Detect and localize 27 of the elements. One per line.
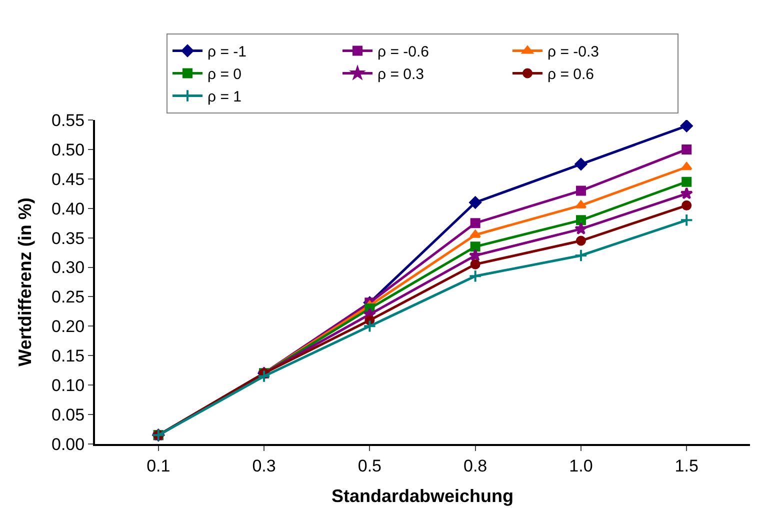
y-axis-title: Wertdifferenz (in %) (15, 198, 36, 366)
y-tick-label: 0.05 (52, 406, 85, 424)
y-tick-label: 0.35 (52, 228, 85, 248)
legend-label: ρ = 0 (208, 66, 242, 84)
y-tick-label: 0.40 (52, 199, 85, 218)
legend-label: ρ = 0.6 (548, 66, 594, 84)
y-tick-label: 0.50 (52, 140, 85, 160)
x-axis-title: Standardabweichung (331, 486, 514, 506)
y-tick-label: 0.30 (52, 258, 85, 278)
y-tick-label: 0.55 (52, 110, 85, 130)
y-tick-label: 0.25 (52, 288, 85, 307)
x-tick-label: 0.5 (358, 456, 382, 476)
y-tick-label: 0.20 (52, 317, 85, 336)
x-tick-label: 0.3 (252, 456, 276, 476)
legend-label: ρ = 1 (208, 88, 242, 106)
x-tick-label: 1.5 (674, 456, 698, 476)
y-tick-label: 0.45 (52, 170, 85, 189)
x-tick-label: 1.0 (569, 456, 593, 476)
y-tick-label: 0.00 (52, 434, 85, 454)
y-tick-label: 0.15 (52, 346, 85, 366)
legend-label: ρ = -1 (208, 44, 246, 61)
legend-label: ρ = -0.6 (378, 44, 429, 61)
legend-label: ρ = 0.3 (378, 66, 424, 84)
y-tick-label: 0.10 (52, 376, 85, 396)
legend-label: ρ = -0.3 (548, 44, 599, 61)
x-tick-label: 0.1 (146, 456, 170, 476)
x-tick-label: 0.8 (464, 456, 488, 476)
